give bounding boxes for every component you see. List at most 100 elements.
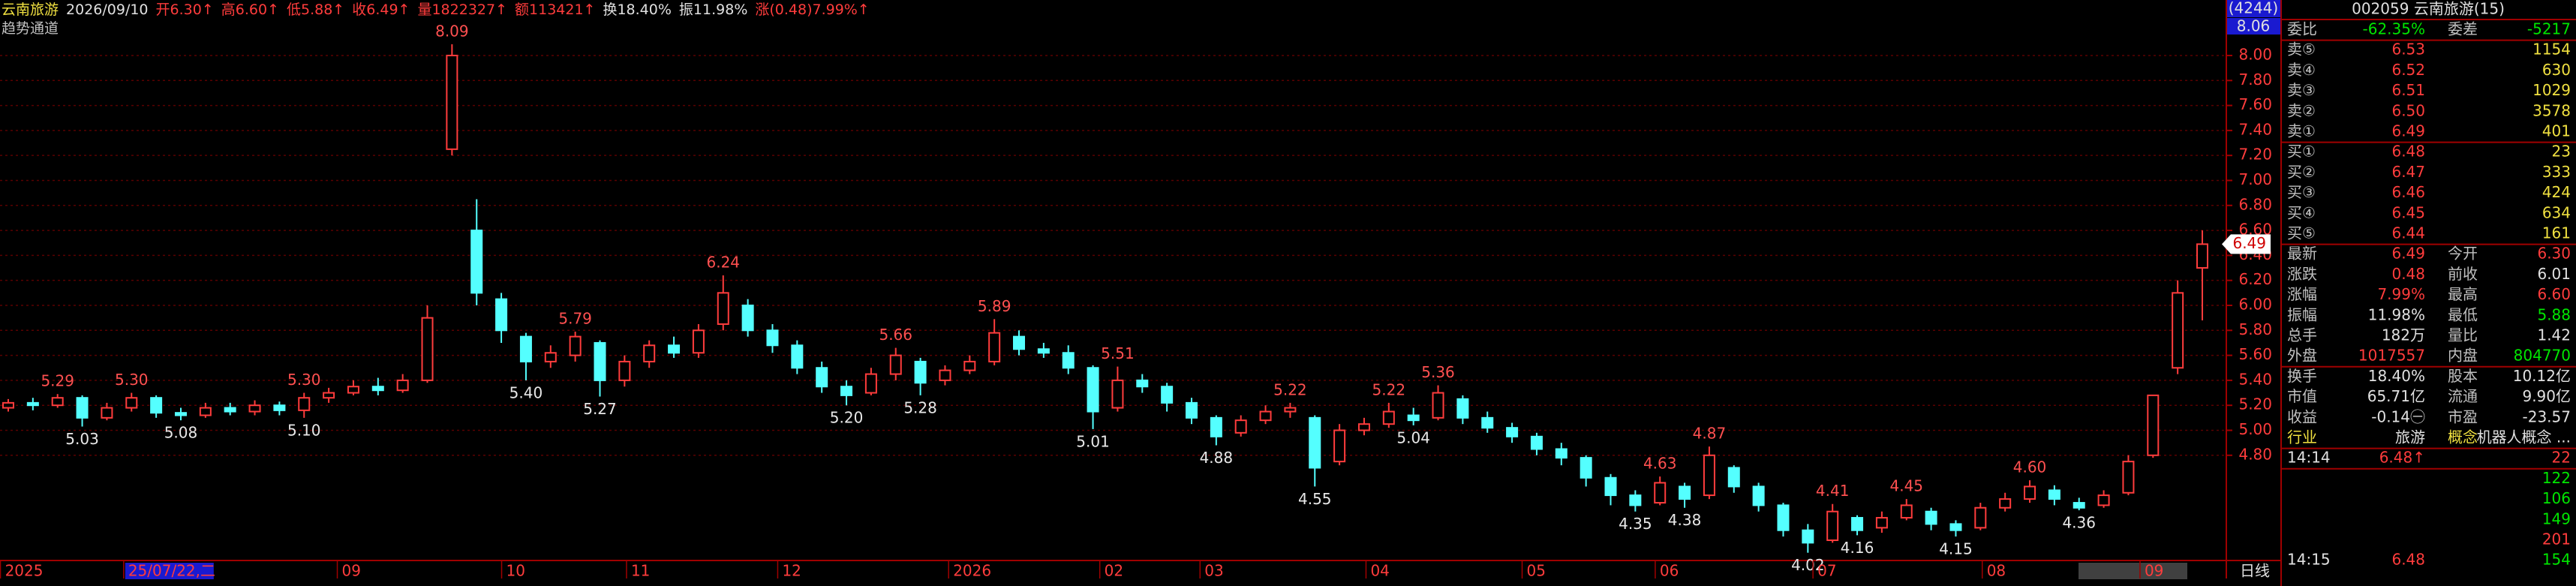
x-tick-label: 09 — [2145, 562, 2163, 580]
high-label: 4.41 — [1816, 482, 1850, 500]
candle-body — [174, 412, 187, 416]
high-label: 5.89 — [978, 297, 1011, 315]
panel-cell: 换手 — [2287, 367, 2317, 385]
high-label: 5.66 — [879, 326, 912, 344]
panel-cell: 概念 — [2448, 428, 2478, 446]
candle-body — [2048, 489, 2060, 500]
candle-body — [1530, 435, 1543, 450]
candle-body — [1259, 410, 1272, 422]
candle-body — [298, 397, 311, 411]
panel-cell: 804770 — [2514, 347, 2571, 365]
low-label: 4.36 — [2062, 514, 2096, 532]
panel-cell: 6.50 — [2391, 101, 2425, 119]
candle-body — [1604, 476, 1617, 497]
x-tick-label: 11 — [631, 562, 650, 580]
date-highlight — [2079, 563, 2187, 579]
panel-cell: 401 — [2542, 122, 2571, 140]
high-label: 5.30 — [287, 371, 321, 389]
candle-body — [544, 352, 557, 362]
panel-cell: 23 — [2552, 143, 2571, 161]
candle-body — [1826, 510, 1839, 542]
panel-cell: 149 — [2542, 509, 2571, 527]
header-item: 收6.49↑ — [352, 2, 410, 18]
candle-body — [1309, 416, 1321, 469]
low-label: 5.01 — [1076, 432, 1110, 450]
candle-body — [1654, 482, 1667, 504]
panel-cell: 424 — [2542, 183, 2571, 201]
panel-cell: 市盈 — [2448, 407, 2478, 425]
panel-cell: 182万 — [2382, 326, 2425, 344]
high-label: 6.24 — [706, 254, 740, 272]
panel-cell: -5217 — [2527, 20, 2571, 38]
panel-cell: 6.47 — [2391, 163, 2425, 181]
panel-cell: 总手 — [2287, 326, 2317, 344]
candle-body — [668, 344, 681, 354]
x-tick-label: 09 — [342, 562, 361, 580]
y-tick-label: 7.20 — [2238, 146, 2272, 164]
panel-cell: 前收 — [2448, 265, 2478, 283]
candle-body — [1407, 414, 1420, 422]
panel-cell: 6.46 — [2391, 183, 2425, 201]
panel-cell: 106 — [2542, 489, 2571, 507]
y-tick-label: 6.00 — [2238, 295, 2272, 313]
panel-cell: 6.48 — [2391, 143, 2425, 161]
panel-cell: 1029 — [2532, 81, 2571, 99]
price-tag — [2222, 234, 2271, 254]
candle-body — [1752, 485, 1765, 506]
candle-body — [1925, 510, 1937, 525]
candle-body — [1456, 398, 1469, 419]
candle-body — [889, 354, 902, 375]
panel-cell: 18.40% — [2368, 367, 2425, 385]
high-label: 5.36 — [1421, 363, 1455, 381]
low-label: 5.28 — [903, 398, 937, 416]
panel-cell: 11.98% — [2368, 305, 2425, 323]
candle-body — [791, 344, 804, 369]
panel-cell: 6.45 — [2391, 203, 2425, 221]
candle-body — [1851, 517, 1864, 531]
high-label: 5.79 — [558, 309, 592, 327]
price-tag-label: 6.49 — [2232, 234, 2266, 252]
low-label: 4.38 — [1668, 511, 1702, 529]
high-label: 4.87 — [1693, 425, 1727, 443]
candle-body — [1333, 429, 1346, 463]
low-label: 5.20 — [830, 409, 864, 427]
candle-body — [1432, 392, 1444, 419]
panel-cell: 333 — [2542, 163, 2571, 181]
candle-body — [2, 401, 14, 409]
panel-cell: 6.44 — [2391, 224, 2425, 242]
x-tick-label: 10 — [506, 562, 525, 580]
candle-body — [643, 344, 656, 362]
y-tick-label: 8.00 — [2238, 45, 2272, 63]
x-tick-label: 06 — [1660, 562, 1679, 580]
candle-body — [1974, 506, 1987, 529]
high-label: 5.29 — [41, 372, 74, 390]
panel-cell: 1154 — [2532, 41, 2571, 59]
panel-cell: 6.52 — [2391, 61, 2425, 79]
x-tick-label: 25/07/22,二 — [128, 562, 215, 580]
candle-body — [741, 304, 754, 332]
candle-body — [1629, 494, 1642, 506]
panel-cell: 6.53 — [2391, 41, 2425, 59]
panel-cell: 154 — [2542, 551, 2571, 569]
candle-body — [101, 407, 113, 419]
panel-cell: 634 — [2542, 203, 2571, 221]
header-item: 高6.60↑ — [221, 2, 279, 18]
candle-body — [963, 360, 976, 371]
candle-body — [1777, 504, 1790, 531]
axis-box-label: (4244) — [2229, 0, 2279, 17]
panel-cell: 6.60 — [2537, 285, 2571, 303]
axis-box — [2227, 0, 2280, 17]
panel-cell: 14:14 — [2287, 449, 2331, 467]
candle-body — [1136, 379, 1149, 388]
date-highlight — [125, 563, 214, 579]
panel-cell: 收益 — [2287, 407, 2317, 425]
high-label: 5.30 — [115, 371, 149, 389]
panel-cell: 卖② — [2287, 101, 2316, 119]
panel-cell: 6.48 — [2391, 551, 2425, 569]
candle-body — [396, 379, 409, 392]
quote-header: 云南旅游 2026/09/10 开6.30↑ 高6.60↑ 低5.88↑ 收6.49↑ 量1… — [2, 0, 877, 20]
panel-cell: 股本 — [2448, 367, 2478, 385]
panel-cell: 6.49 — [2391, 245, 2425, 263]
candle-body — [26, 401, 39, 407]
